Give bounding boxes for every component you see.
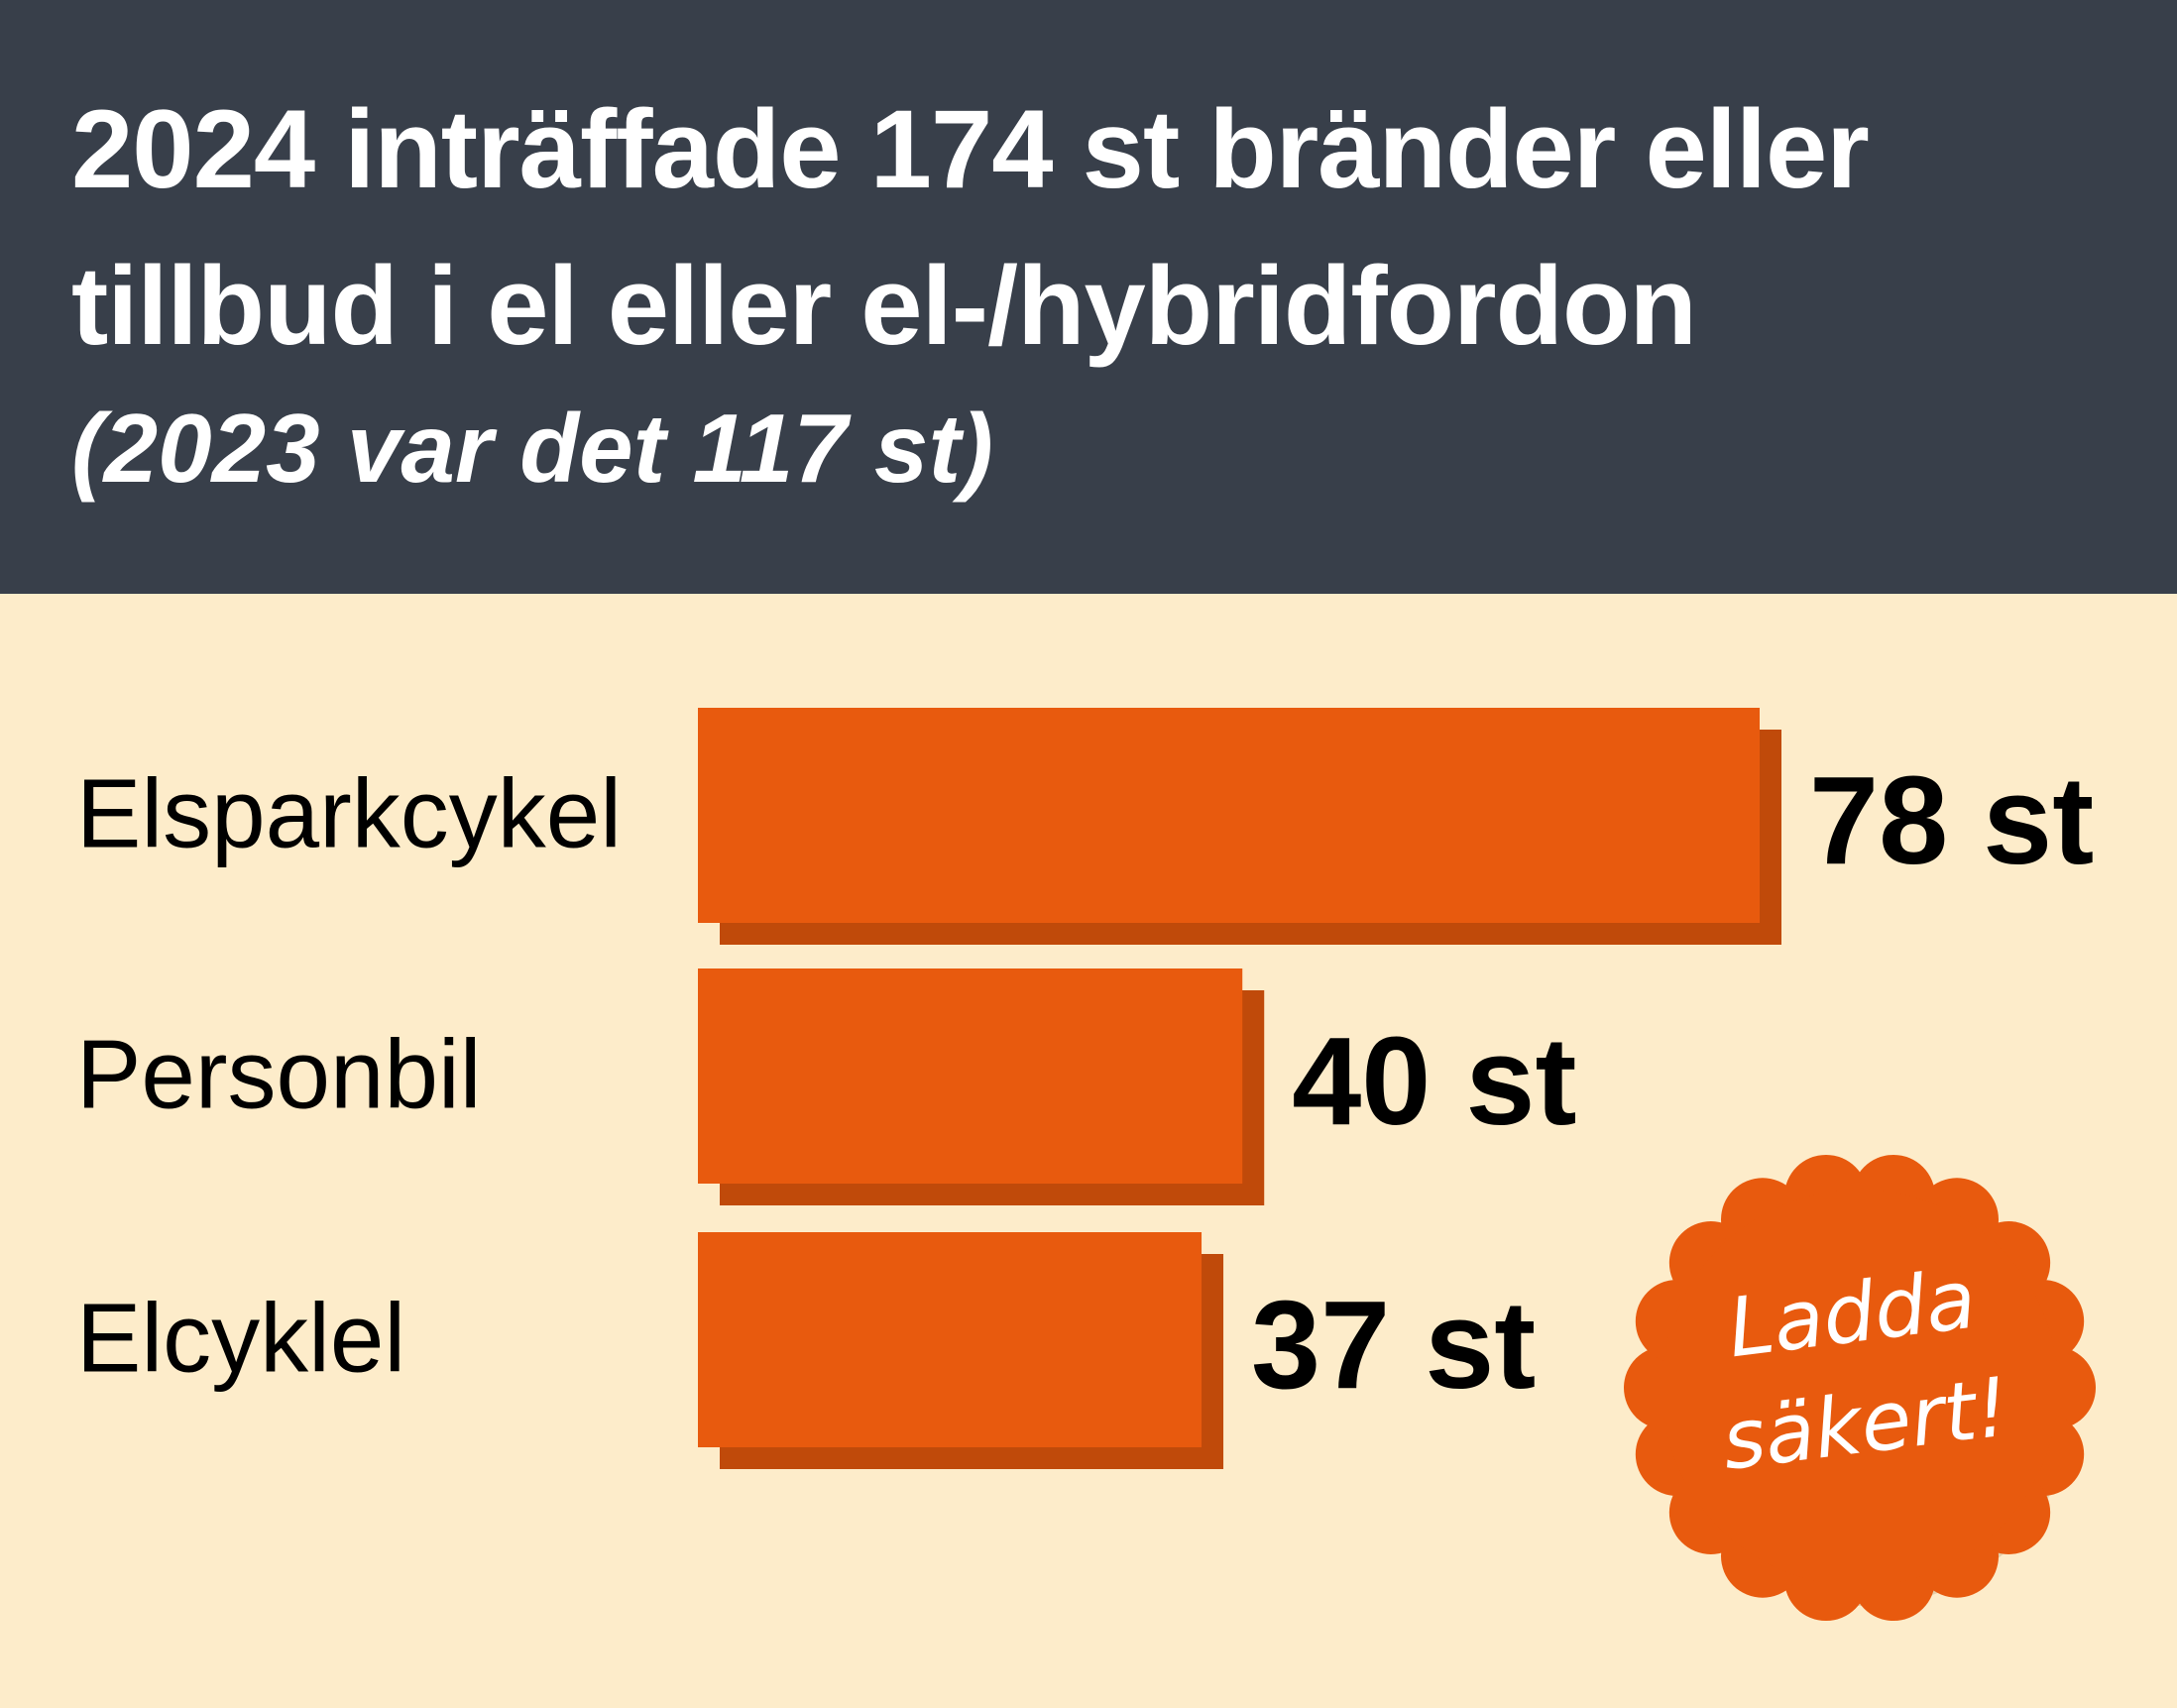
bar <box>698 968 1243 1184</box>
category-label: Elsparkcykel <box>76 758 622 867</box>
badge-body <box>1661 1190 2058 1586</box>
chart-title: 2024 inträffade 174 st bränder eller til… <box>71 87 1870 368</box>
bar <box>698 708 1760 923</box>
header: 2024 inträffade 174 st bränder eller til… <box>0 0 2177 594</box>
bar <box>698 1232 1203 1447</box>
chart-subtitle: (2023 var det 117 st) <box>71 394 993 503</box>
badge-text: Ladda säkert! <box>1717 1252 2014 1489</box>
value-label: 78 st <box>1809 750 2094 890</box>
value-label: 40 st <box>1292 1011 1576 1151</box>
category-label: Elcyklel <box>76 1283 405 1392</box>
value-label: 37 st <box>1251 1275 1536 1415</box>
badge <box>1624 1154 2096 1622</box>
category-label: Personbil <box>76 1019 482 1128</box>
